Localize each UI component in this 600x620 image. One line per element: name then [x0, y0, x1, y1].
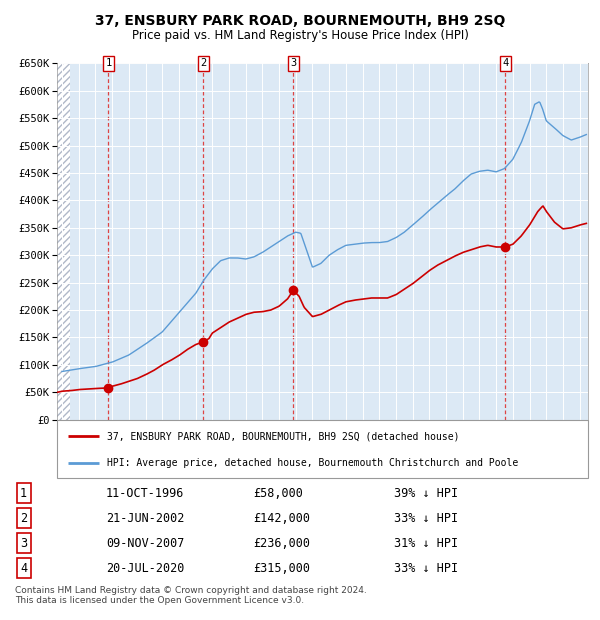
Text: Contains HM Land Registry data © Crown copyright and database right 2024.
This d: Contains HM Land Registry data © Crown c…: [15, 586, 367, 605]
Text: 2: 2: [200, 58, 206, 68]
Text: 39% ↓ HPI: 39% ↓ HPI: [394, 487, 458, 500]
Text: 37, ENSBURY PARK ROAD, BOURNEMOUTH, BH9 2SQ: 37, ENSBURY PARK ROAD, BOURNEMOUTH, BH9 …: [95, 14, 505, 28]
Text: Price paid vs. HM Land Registry's House Price Index (HPI): Price paid vs. HM Land Registry's House …: [131, 29, 469, 42]
Text: £236,000: £236,000: [253, 537, 310, 550]
Text: 1: 1: [20, 487, 27, 500]
Text: 37, ENSBURY PARK ROAD, BOURNEMOUTH, BH9 2SQ (detached house): 37, ENSBURY PARK ROAD, BOURNEMOUTH, BH9 …: [107, 431, 460, 441]
Text: 3: 3: [290, 58, 296, 68]
Text: 4: 4: [20, 562, 27, 575]
Text: 4: 4: [502, 58, 508, 68]
Text: 2: 2: [20, 512, 27, 525]
Text: 1: 1: [106, 58, 112, 68]
Text: 33% ↓ HPI: 33% ↓ HPI: [394, 562, 458, 575]
Text: £315,000: £315,000: [253, 562, 310, 575]
Text: 20-JUL-2020: 20-JUL-2020: [106, 562, 184, 575]
FancyBboxPatch shape: [57, 420, 588, 478]
Text: 09-NOV-2007: 09-NOV-2007: [106, 537, 184, 550]
Text: £142,000: £142,000: [253, 512, 310, 525]
Text: £58,000: £58,000: [253, 487, 303, 500]
Text: 31% ↓ HPI: 31% ↓ HPI: [394, 537, 458, 550]
Text: HPI: Average price, detached house, Bournemouth Christchurch and Poole: HPI: Average price, detached house, Bour…: [107, 458, 518, 469]
Text: 33% ↓ HPI: 33% ↓ HPI: [394, 512, 458, 525]
Text: 21-JUN-2002: 21-JUN-2002: [106, 512, 184, 525]
Text: 3: 3: [20, 537, 27, 550]
Text: 11-OCT-1996: 11-OCT-1996: [106, 487, 184, 500]
